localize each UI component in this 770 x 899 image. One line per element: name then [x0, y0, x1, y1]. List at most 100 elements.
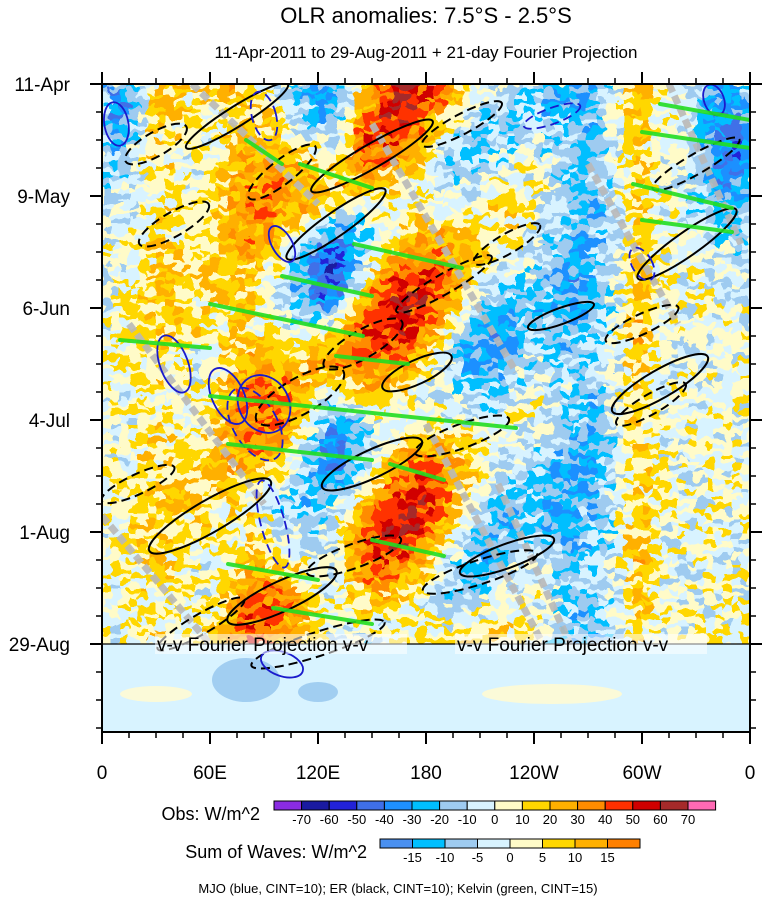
obs-cell: [336, 424, 346, 430]
obs-cell: [516, 239, 526, 245]
obs-cell: [417, 404, 427, 410]
obs-cell: [570, 169, 580, 175]
obs-cell: [417, 104, 427, 110]
obs-cell: [354, 104, 364, 110]
obs-cell: [489, 124, 499, 130]
obs-cell: [363, 94, 373, 100]
obs-cell: [372, 284, 382, 290]
obs-cell: [318, 99, 328, 105]
obs-cell: [327, 334, 337, 340]
obs-cell: [156, 359, 166, 365]
obs-cell: [219, 184, 229, 190]
obs-cell: [408, 199, 418, 205]
obs-cell: [174, 399, 184, 405]
obs-cell: [201, 229, 211, 235]
obs-cell: [219, 144, 229, 150]
obs-cell: [642, 384, 652, 390]
obs-cell: [543, 89, 553, 95]
obs-cell: [471, 344, 481, 350]
obs-cell: [660, 214, 670, 220]
obs-cell: [111, 254, 121, 260]
obs-cell: [399, 314, 409, 320]
obs-cell: [498, 119, 508, 125]
obs-cell: [462, 119, 472, 125]
obs-cell: [696, 329, 706, 335]
obs-cell: [570, 379, 580, 385]
obs-cell: [489, 164, 499, 170]
obs-cell: [741, 319, 750, 325]
obs-cell: [417, 124, 427, 130]
obs-cell: [498, 279, 508, 285]
obs-cell: [210, 379, 220, 385]
obs-cell: [372, 159, 382, 165]
obs-cell: [363, 104, 373, 110]
obs-cell: [615, 129, 625, 135]
obs-cell: [552, 379, 562, 385]
obs-cell: [714, 349, 724, 355]
obs-cell: [336, 129, 346, 135]
obs-cell: [552, 399, 562, 405]
obs-cell: [633, 264, 643, 270]
obs-cell: [534, 109, 544, 115]
obs-cell: [291, 264, 301, 270]
obs-cell: [660, 369, 670, 375]
obs-cell: [606, 399, 616, 405]
obs-cell: [138, 389, 148, 395]
obs-cell: [264, 299, 274, 305]
obs-cell: [381, 389, 391, 395]
obs-cell: [516, 89, 526, 95]
obs-cell: [606, 419, 616, 425]
obs-cell: [633, 104, 643, 110]
obs-cell: [255, 199, 265, 205]
obs-cell: [615, 409, 625, 415]
obs-cell: [741, 119, 750, 125]
obs-cell: [102, 424, 112, 430]
obs-cell: [201, 214, 211, 220]
obs-cell: [732, 104, 742, 110]
obs-cell: [606, 289, 616, 295]
obs-cell: [723, 329, 733, 335]
obs-cell: [642, 214, 652, 220]
obs-cell: [606, 264, 616, 270]
obs-cell: [327, 339, 337, 345]
obs-cell: [624, 269, 634, 275]
obs-cell: [156, 304, 166, 310]
obs-cell: [183, 119, 193, 125]
obs-cell: [381, 129, 391, 135]
obs-cell: [345, 134, 355, 140]
obs-cell: [300, 214, 310, 220]
obs-cell: [543, 164, 553, 170]
obs-cell: [525, 314, 535, 320]
obs-cell: [471, 299, 481, 305]
obs-cell: [435, 269, 445, 275]
obs-cell: [669, 174, 679, 180]
obs-cell: [228, 349, 238, 355]
obs-cell: [489, 144, 499, 150]
obs-cell: [336, 364, 346, 370]
obs-cell: [390, 169, 400, 175]
obs-cell: [255, 204, 265, 210]
obs-cell: [102, 164, 112, 170]
obs-cell: [273, 214, 283, 220]
obs-cell: [651, 354, 661, 360]
obs-cell: [210, 409, 220, 415]
obs-cell: [291, 234, 301, 240]
obs-cell: [696, 314, 706, 320]
obs-cell: [525, 344, 535, 350]
obs-cell: [318, 429, 328, 435]
obs-cell: [120, 214, 130, 220]
obs-cell: [282, 139, 292, 145]
obs-cell: [453, 94, 463, 100]
obs-cell: [102, 354, 112, 360]
obs-cell: [282, 209, 292, 215]
obs-cell: [372, 314, 382, 320]
obs-cell: [723, 324, 733, 330]
obs-cell: [471, 159, 481, 165]
obs-cell: [561, 334, 571, 340]
obs-cell: [363, 329, 373, 335]
obs-cell: [138, 249, 148, 255]
obs-cell: [120, 369, 130, 375]
obs-cell: [426, 109, 436, 115]
obs-cell: [300, 284, 310, 290]
obs-cell: [138, 369, 148, 375]
